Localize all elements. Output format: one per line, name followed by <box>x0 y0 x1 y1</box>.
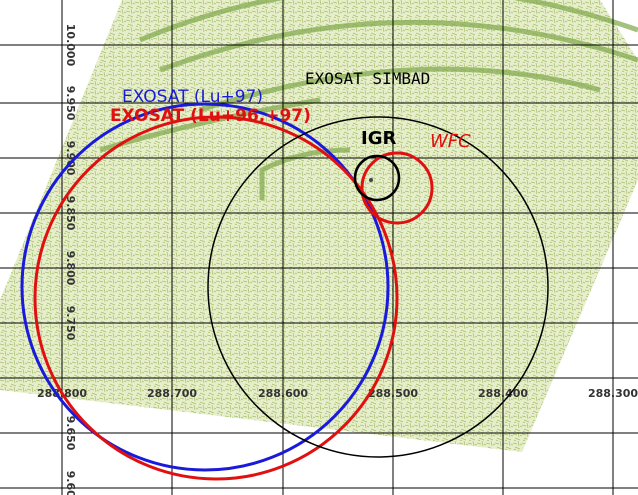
region-label: EXOSAT (Lu+96,+97) <box>110 106 311 126</box>
region-label: WFC <box>430 131 471 152</box>
x-coordinate-label: 288.500 <box>368 387 418 400</box>
exosat-lu96-97-circle <box>33 115 399 481</box>
region-label: EXOSAT (Lu+97) <box>122 87 263 107</box>
y-coordinate-label: 9.600 <box>64 471 77 495</box>
y-coordinate-label: 10.000 <box>64 24 77 67</box>
y-coordinate-label: 9.850 <box>64 196 77 231</box>
exosat-lu97-circle <box>20 102 390 472</box>
region-label: EXOSAT SIMBAD <box>305 69 430 88</box>
region-label: IGR <box>361 128 396 149</box>
y-coordinate-label: 9.650 <box>64 416 77 451</box>
y-coordinate-label: 9.750 <box>64 306 77 341</box>
x-coordinate-label: 288.400 <box>478 387 528 400</box>
exosat-simbad-circle <box>207 116 549 458</box>
source <box>369 178 373 182</box>
x-coordinate-label: 288.300 <box>588 387 638 400</box>
x-coordinate-label: 288.700 <box>147 387 197 400</box>
wfc-circle <box>360 151 434 225</box>
igr-circle <box>353 154 401 202</box>
y-coordinate-label: 9.800 <box>64 251 77 286</box>
x-coordinate-label: 288.600 <box>258 387 308 400</box>
exposure-field <box>0 0 638 452</box>
y-coordinate-label: 9.950 <box>64 86 77 121</box>
arc-artifacts <box>99 0 638 200</box>
